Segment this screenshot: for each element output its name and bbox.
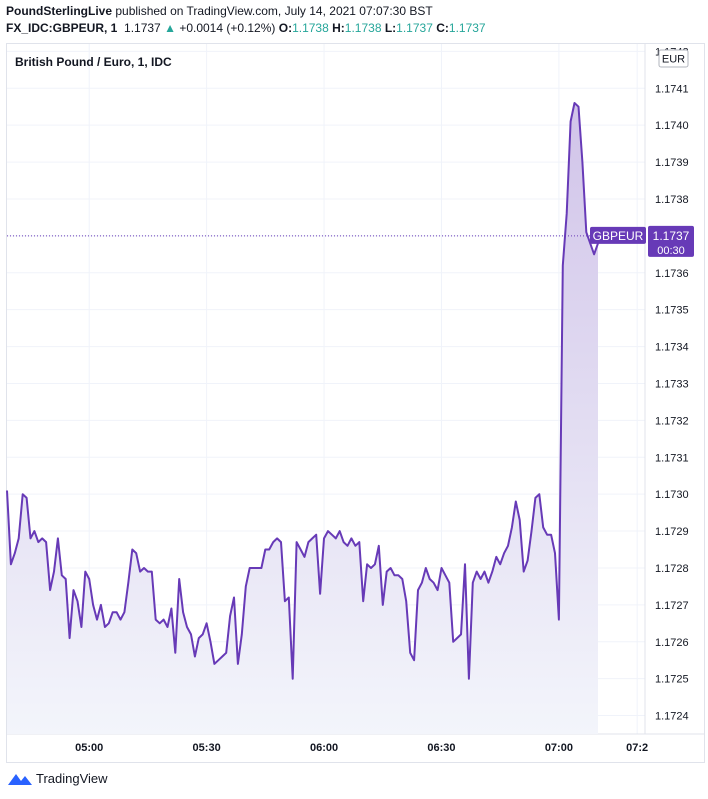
low-label: L:: [384, 21, 397, 35]
price-line[interactable]: [6, 102, 599, 680]
open-value: 1.1738: [292, 21, 329, 35]
y-tick-label: 1.1725: [655, 674, 689, 686]
x-tick-label: 05:00: [75, 742, 103, 754]
high-value: 1.1738: [344, 21, 382, 35]
publish-line: PoundSterlingLive published on TradingVi…: [6, 4, 433, 18]
y-tick-label: 1.1735: [655, 305, 689, 317]
up-arrow-icon: ▲: [164, 21, 176, 35]
close-label: C:: [436, 21, 449, 35]
tradingview-logo-icon: [8, 773, 32, 785]
last-price: 1.1737: [124, 21, 161, 35]
x-tick-label: 07:2: [626, 742, 648, 754]
close-value: 1.1737: [448, 21, 486, 35]
y-tick-label: 1.1731: [655, 452, 689, 464]
y-tick-label: 1.1728: [655, 563, 689, 575]
open-label: O:: [278, 21, 293, 35]
y-tick-label: 1.1727: [655, 600, 689, 612]
y-tick-label: 1.1736: [655, 268, 689, 280]
high-label: H:: [332, 21, 345, 35]
price-area-fill: [7, 103, 598, 734]
price-chart[interactable]: 1.1724 1.1725 1.1726 1.1727 1.1728 1.1729 1.17…: [0, 0, 708, 770]
last-price-tag: GBPEUR 1.1737 00:30: [590, 225, 694, 257]
currency-label: EUR: [662, 54, 685, 66]
x-axis[interactable]: 05:00 05:30 06:00 06:30 07:00 07:2: [75, 742, 648, 754]
symbol-label: FX_IDC:GBPEUR, 1: [6, 21, 118, 35]
y-tick-label: 1.1729: [655, 526, 689, 538]
y-tick-label: 1.1740: [655, 120, 689, 132]
bar-countdown: 00:30: [657, 245, 685, 257]
symbol-tag: GBPEUR: [593, 229, 644, 243]
x-tick-label: 05:30: [193, 742, 221, 754]
published-text: published on TradingView.com, July 14, 2…: [115, 4, 433, 18]
chart-frame[interactable]: [6, 43, 705, 763]
y-tick-label: 1.1733: [655, 378, 689, 390]
y-tick-label: 1.1741: [655, 83, 689, 95]
publisher-name[interactable]: PoundSterlingLive: [6, 4, 113, 18]
x-tick-label: 06:30: [427, 742, 455, 754]
currency-badge: EUR: [658, 49, 689, 68]
footer: TradingView: [8, 771, 108, 786]
ohlc-line: FX_IDC:GBPEUR, 1 1.1737 ▲ +0.0014 (+0.12…: [6, 21, 486, 35]
y-tick-label: 1.1739: [655, 157, 689, 169]
y-tick-label: 1.1724: [655, 711, 689, 723]
y-tick-label: 1.1732: [655, 415, 689, 427]
x-tick-label: 06:00: [310, 742, 338, 754]
y-tick-label: 1.1738: [655, 194, 689, 206]
price-change: +0.0014 (+0.12%): [179, 21, 276, 35]
low-value: 1.1737: [396, 21, 433, 35]
y-tick-label: 1.1734: [655, 342, 689, 354]
y-tick-label: 1.1726: [655, 637, 689, 649]
y-tick-label: 1.1730: [655, 489, 689, 501]
y-axis[interactable]: 1.1724 1.1725 1.1726 1.1727 1.1728 1.1729 1.17…: [655, 46, 689, 722]
last-value-tag: 1.1737: [653, 229, 690, 243]
chart-title: British Pound / Euro, 1, IDC: [15, 55, 172, 69]
x-tick-label: 07:00: [545, 742, 573, 754]
footer-brand[interactable]: TradingView: [36, 771, 108, 786]
